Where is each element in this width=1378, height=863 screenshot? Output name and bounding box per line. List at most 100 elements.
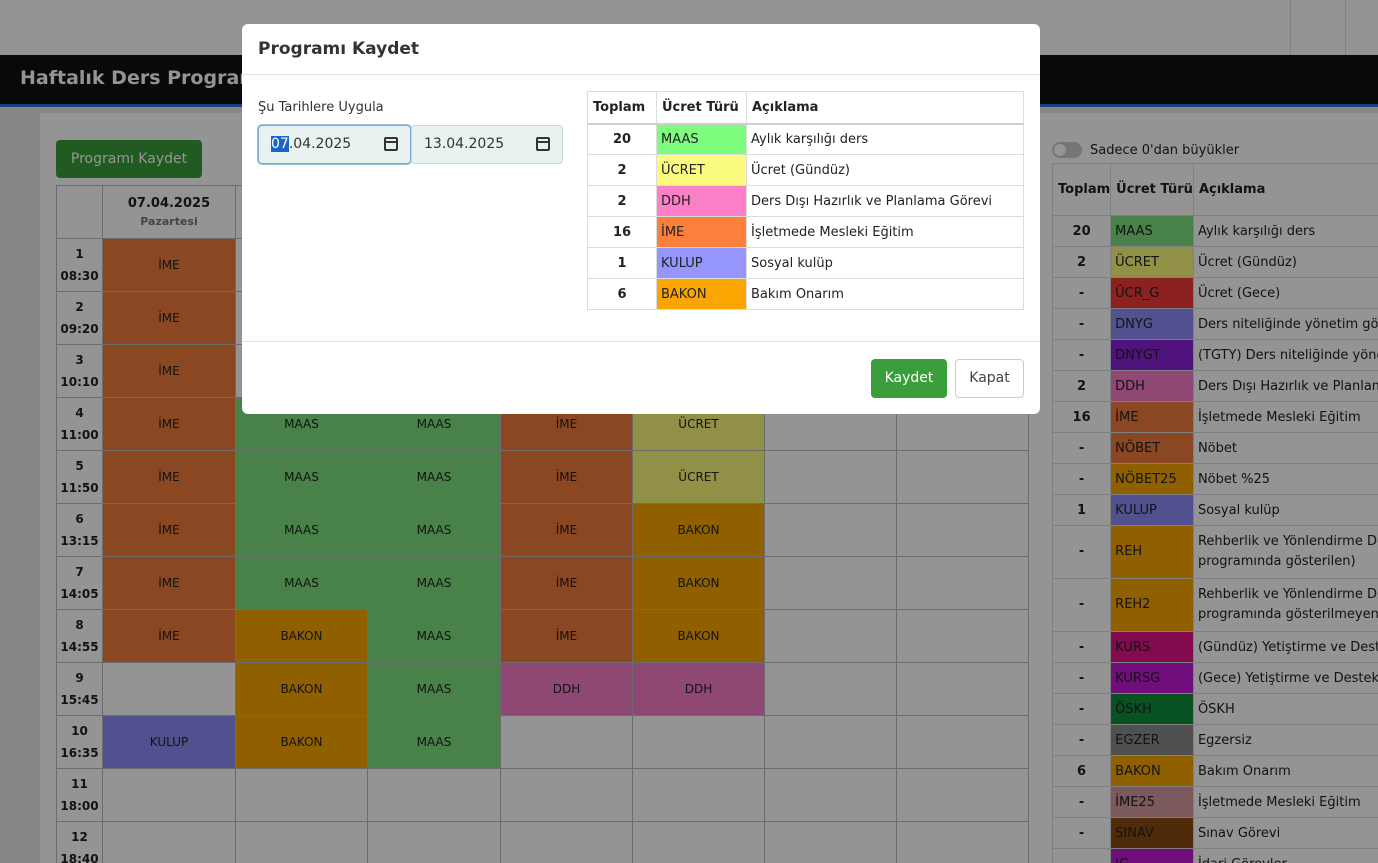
schedule-cell[interactable] xyxy=(764,450,897,504)
schedule-cell[interactable]: BAKON xyxy=(632,556,765,610)
schedule-cell[interactable]: İME xyxy=(102,397,236,451)
period-time: 10:10 xyxy=(60,375,99,389)
schedule-cell[interactable] xyxy=(896,556,1029,610)
schedule-cell[interactable]: MAAS xyxy=(367,609,501,663)
calendar-icon[interactable] xyxy=(384,137,398,151)
schedule-cell[interactable]: MAAS xyxy=(367,556,501,610)
schedule-cell[interactable] xyxy=(896,821,1029,863)
date-to-input[interactable]: 13.04.2025 xyxy=(411,125,563,164)
schedule-cell[interactable]: İME xyxy=(500,609,633,663)
schedule-cell[interactable]: BAKON xyxy=(235,662,368,716)
schedule-cell[interactable] xyxy=(632,715,765,769)
period-time: 18:40 xyxy=(60,852,99,863)
legend-row: - ÜCR_G Ücret (Gece) xyxy=(1051,277,1378,309)
period-time: 13:15 xyxy=(60,534,99,548)
modal-title: Programı Kaydet xyxy=(242,24,1040,75)
schedule-cell[interactable]: ÜCRET xyxy=(632,450,765,504)
legend-row: - KURS (Gündüz) Yetiştirme ve Deste xyxy=(1051,631,1378,663)
schedule-cell[interactable] xyxy=(764,662,897,716)
modal-body: Şu Tarihlere Uygula 07.04.2025 13.04.202… xyxy=(242,75,1040,342)
summary-header-total: Toplam xyxy=(587,91,657,125)
schedule-cell[interactable]: MAAS xyxy=(367,503,501,557)
schedule-cell[interactable]: İME xyxy=(102,556,236,610)
legend-code: İME25 xyxy=(1110,786,1194,818)
schedule-row: 7 14:05 İME MAAS MAAS İME BAKON xyxy=(56,556,1029,610)
date-from-rest: .04.2025 xyxy=(288,136,352,152)
legend-code: REH xyxy=(1110,525,1194,579)
schedule-cell[interactable]: KULUP xyxy=(102,715,236,769)
summary-desc: Aylık karşılığı ders xyxy=(746,123,1024,155)
schedule-cell[interactable]: MAAS xyxy=(235,503,368,557)
schedule-cell[interactable] xyxy=(500,768,633,822)
schedule-cell[interactable]: İME xyxy=(102,503,236,557)
positive-only-toggle-row[interactable]: Sadece 0'dan büyükler xyxy=(1052,142,1239,158)
schedule-cell[interactable]: İME xyxy=(102,291,236,345)
schedule-cell[interactable]: İME xyxy=(500,503,633,557)
legend-header-total: Toplam xyxy=(1051,163,1112,216)
schedule-cell[interactable]: İME xyxy=(500,556,633,610)
schedule-cell[interactable]: İME xyxy=(102,344,236,398)
date-to-value: 13.04.2025 xyxy=(424,136,505,152)
date-from-input[interactable]: 07.04.2025 xyxy=(258,125,411,164)
schedule-cell[interactable] xyxy=(896,715,1029,769)
period-time: 09:20 xyxy=(60,322,99,336)
schedule-cell[interactable] xyxy=(896,768,1029,822)
legend-desc: Bakım Onarım xyxy=(1192,755,1378,787)
schedule-cell[interactable]: İME xyxy=(102,238,236,292)
header-divider xyxy=(1345,0,1346,55)
period-time: 11:00 xyxy=(60,428,99,442)
legend-total: - xyxy=(1051,277,1112,309)
schedule-cell[interactable] xyxy=(896,503,1029,557)
legend-desc: İşletmede Mesleki Eğitim xyxy=(1192,786,1378,818)
modal-save-button[interactable]: Kaydet xyxy=(871,359,947,398)
schedule-cell[interactable] xyxy=(102,821,236,863)
schedule-cell[interactable]: BAKON xyxy=(632,503,765,557)
schedule-cell[interactable]: BAKON xyxy=(632,609,765,663)
legend-row: -IGİdari Görevler xyxy=(1051,848,1378,863)
schedule-cell[interactable] xyxy=(896,662,1029,716)
toggle-label: Sadece 0'dan büyükler xyxy=(1090,142,1240,158)
calendar-icon[interactable] xyxy=(536,137,550,151)
schedule-cell[interactable] xyxy=(102,662,236,716)
period-number: 6 xyxy=(75,512,84,526)
schedule-cell[interactable] xyxy=(632,768,765,822)
schedule-cell[interactable] xyxy=(764,609,897,663)
schedule-cell[interactable]: MAAS xyxy=(235,450,368,504)
schedule-cell[interactable] xyxy=(764,556,897,610)
legend-total: - xyxy=(1051,631,1112,663)
schedule-cell[interactable]: BAKON xyxy=(235,609,368,663)
schedule-cell[interactable]: İME xyxy=(500,450,633,504)
schedule-cell[interactable] xyxy=(500,715,633,769)
schedule-cell[interactable] xyxy=(764,503,897,557)
legend-row: 2 ÜCRET Ücret (Gündüz) xyxy=(1051,246,1378,278)
schedule-cell[interactable] xyxy=(764,715,897,769)
schedule-cell[interactable] xyxy=(632,821,765,863)
schedule-cell[interactable]: MAAS xyxy=(367,450,501,504)
schedule-cell[interactable] xyxy=(764,821,897,863)
modal-close-button[interactable]: Kapat xyxy=(955,359,1024,398)
summary-desc: Bakım Onarım xyxy=(746,278,1024,310)
legend-total: - xyxy=(1051,308,1112,340)
period-number: 4 xyxy=(75,406,84,420)
schedule-cell[interactable]: DDH xyxy=(632,662,765,716)
schedule-cell[interactable] xyxy=(235,821,368,863)
legend-code: SINAV xyxy=(1110,817,1194,849)
positive-only-toggle[interactable] xyxy=(1052,142,1082,158)
schedule-cell[interactable]: MAAS xyxy=(367,715,501,769)
legend-total: - xyxy=(1051,463,1112,495)
schedule-cell[interactable] xyxy=(500,821,633,863)
schedule-cell[interactable]: DDH xyxy=(500,662,633,716)
summary-desc: Ders Dışı Hazırlık ve Planlama Görevi xyxy=(746,185,1024,217)
schedule-cell[interactable] xyxy=(896,609,1029,663)
save-program-button[interactable]: Programı Kaydet xyxy=(56,140,202,178)
schedule-cell[interactable]: MAAS xyxy=(367,662,501,716)
schedule-cell[interactable]: MAAS xyxy=(235,556,368,610)
day-name: Pazartesi xyxy=(140,215,198,228)
schedule-cell[interactable] xyxy=(764,768,897,822)
schedule-cell[interactable]: BAKON xyxy=(235,715,368,769)
schedule-cell[interactable] xyxy=(102,768,236,822)
schedule-cell[interactable] xyxy=(896,450,1029,504)
legend-code: KURS xyxy=(1110,631,1194,663)
schedule-cell[interactable] xyxy=(367,821,501,863)
legend-code: DNYGT xyxy=(1110,339,1194,371)
